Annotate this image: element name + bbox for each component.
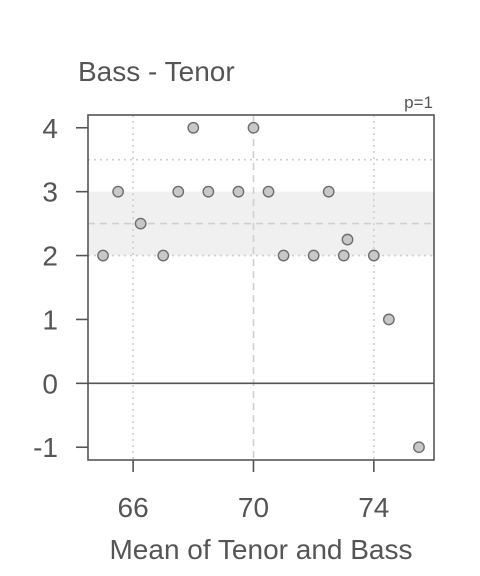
- x-axis-label: Mean of Tenor and Bass: [109, 534, 412, 565]
- data-point: [134, 217, 147, 230]
- data-point: [157, 249, 170, 262]
- plot-frame: [87, 114, 435, 461]
- data-point: [337, 249, 350, 262]
- plot-area: -1 0 1 2 3 4 66 70 74: [33, 113, 435, 523]
- y-tick-label: 0: [42, 368, 58, 399]
- data-point: [367, 249, 380, 262]
- data-point: [262, 185, 275, 198]
- x-tick-label: 66: [118, 492, 149, 523]
- data-point: [247, 121, 260, 134]
- data-point: [232, 185, 245, 198]
- y-tick-label: -1: [33, 432, 58, 463]
- data-point: [341, 233, 354, 246]
- chart-title: Bass - Tenor: [78, 56, 235, 87]
- data-point: [187, 121, 200, 134]
- data-point: [277, 249, 290, 262]
- y-tick-label: 2: [42, 241, 58, 272]
- y-tick-label: 4: [42, 113, 58, 144]
- y-tick-label: 1: [42, 304, 58, 335]
- data-point: [112, 185, 124, 198]
- data-point: [172, 185, 185, 198]
- x-tick-label: 74: [358, 492, 389, 523]
- data-point: [307, 249, 320, 262]
- data-point: [322, 185, 335, 198]
- y-tick-label: 3: [42, 177, 58, 208]
- x-tick-label: 70: [238, 492, 269, 523]
- data-point: [97, 249, 109, 262]
- data-point: [413, 441, 425, 454]
- data-point: [202, 185, 215, 198]
- p-value-annotation: p=1: [404, 93, 433, 112]
- data-point: [382, 313, 395, 326]
